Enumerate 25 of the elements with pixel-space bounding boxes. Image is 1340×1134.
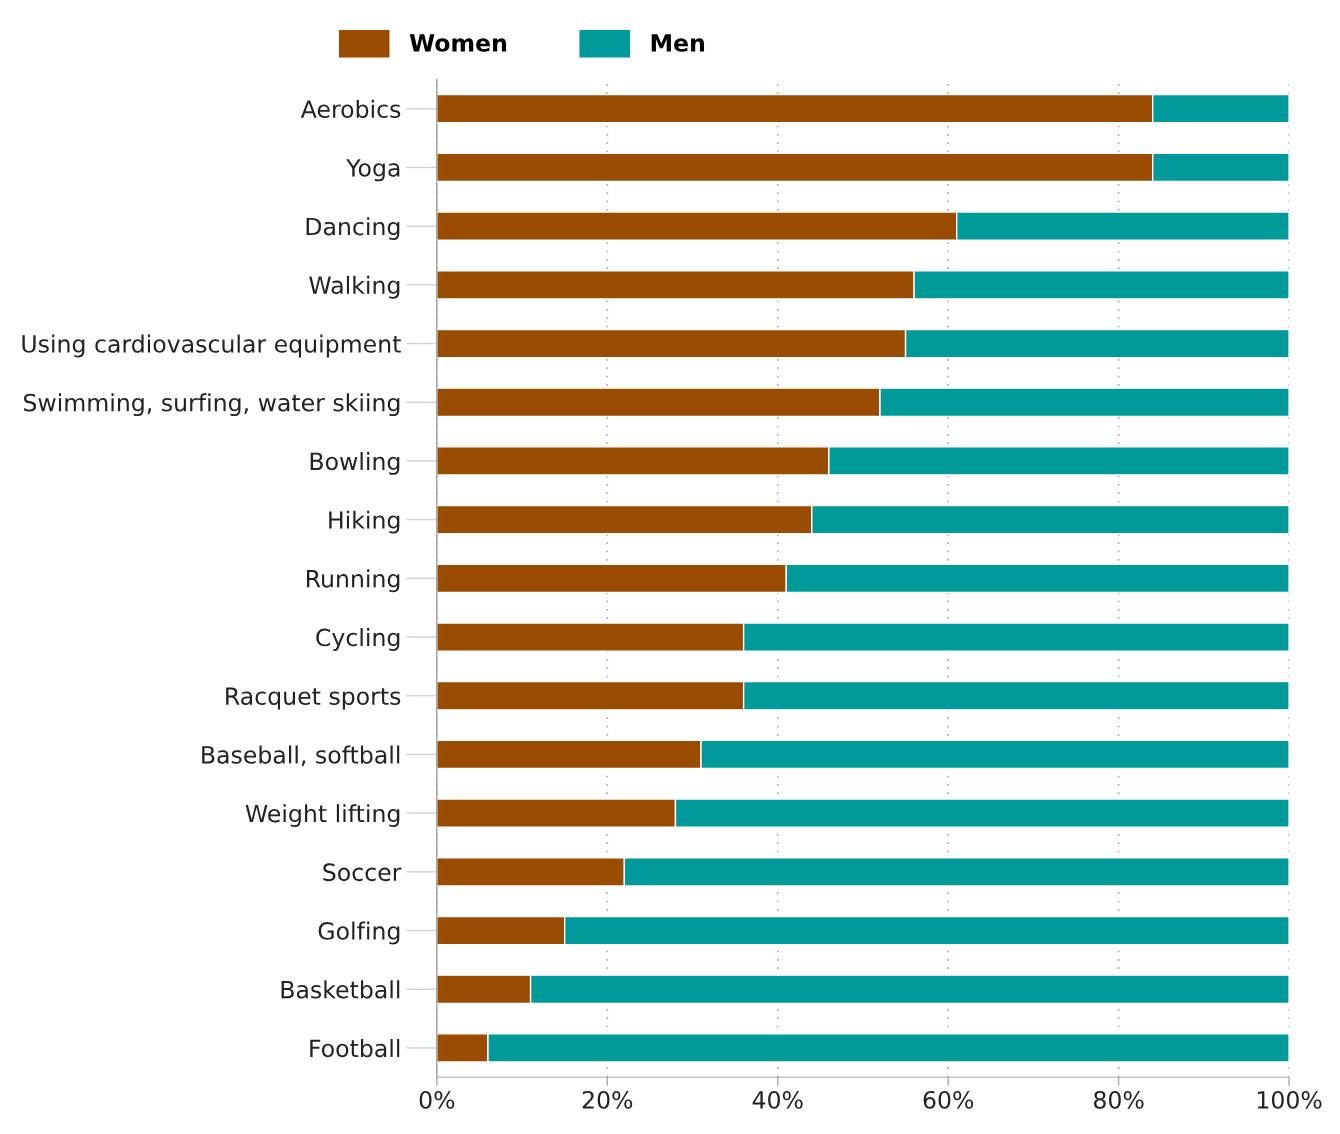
y-tick-label: Dancing xyxy=(306,217,400,241)
y-tick-label: Baseball, softball xyxy=(202,745,400,767)
x-tick-label: 100% xyxy=(1257,1090,1322,1109)
y-tick-label: Running xyxy=(306,569,400,593)
legend-label: Men xyxy=(651,34,705,52)
y-tick-label: Weight lifting xyxy=(245,804,400,828)
y-tick-label: Aerobics xyxy=(300,99,401,119)
x-tick-label: 40% xyxy=(752,1090,803,1109)
y-tick-label: Walking xyxy=(309,275,400,299)
y-tick-label: Racquet sports xyxy=(226,687,401,710)
y-tick-label: Swimming, surfing, water skiing xyxy=(23,393,400,417)
y-tick-label: Soccer xyxy=(323,863,402,882)
y-tick-label: Cycling xyxy=(316,628,400,651)
y-tick-label: Bowling xyxy=(310,451,400,475)
y-tick-label: Football xyxy=(310,1038,400,1058)
y-tick-label: Using cardiovascular equipment xyxy=(22,334,401,358)
y-tick-label: Yoga xyxy=(346,159,400,182)
y-tick-label: Basketball xyxy=(281,980,400,999)
y-tick-label: Golfing xyxy=(318,921,400,945)
x-tick-label: 60% xyxy=(923,1090,974,1109)
x-tick-label: 0% xyxy=(419,1090,455,1109)
x-tick-label: 20% xyxy=(582,1090,633,1109)
y-tick-label: Hiking xyxy=(329,510,400,534)
legend-label: Women xyxy=(409,34,507,52)
x-tick-label: 80% xyxy=(1093,1090,1144,1109)
